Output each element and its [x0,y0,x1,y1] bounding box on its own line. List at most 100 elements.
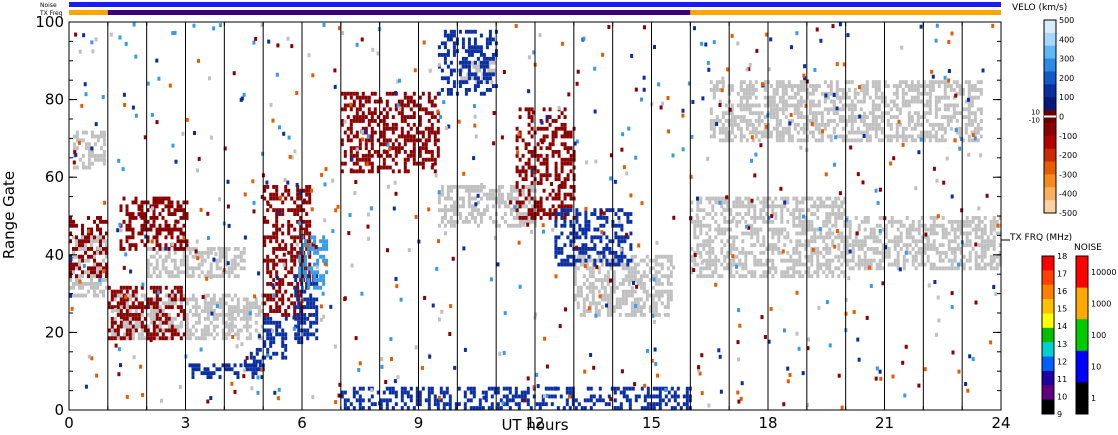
data-cell [843,223,847,228]
data-cell [820,134,824,139]
data-cell [840,212,844,216]
data-cell [358,157,362,162]
data-cell [721,138,725,143]
data-cell [203,309,207,313]
data-cell [754,119,758,123]
data-cell [718,130,722,135]
data-cell [600,293,604,298]
data-cell [798,250,802,255]
data-cell [284,355,288,360]
data-cell [729,274,733,279]
data-cell [164,235,168,240]
data-cell [566,134,570,139]
data-cell [452,204,456,209]
data-cell [723,200,727,205]
data-cell [102,258,105,263]
data-cell [837,254,841,259]
data-cell [955,103,959,108]
data-cell [470,208,474,213]
data-cell [736,91,740,96]
data-cell [745,126,749,131]
data-cell [599,250,603,255]
data-cell [799,84,803,88]
data-cell [515,216,519,220]
data-cell [93,266,96,271]
data-cell [93,274,96,279]
data-cell [269,340,273,345]
data-cell [170,212,174,216]
data-cell [745,119,749,123]
data-cell [709,107,713,112]
data-cell [554,243,558,248]
data-cell [762,235,766,240]
data-cell [173,316,177,321]
data-cell [620,254,624,259]
data-cell [152,270,156,275]
data-cell [530,119,534,123]
data-cell [340,142,344,147]
data-cell [173,301,177,306]
data-cell [744,254,748,259]
data-cell [609,258,613,263]
data-cell [306,297,310,302]
data-cell [107,285,111,290]
data-cell [548,146,552,151]
data-cell [122,332,126,337]
data-cell [128,305,132,310]
data-cell [913,126,917,131]
data-cell [485,76,489,81]
data-cell [542,157,546,162]
data-cell [379,406,383,410]
data-cell [263,235,267,240]
data-cell [857,223,861,228]
data-cell [925,103,929,108]
data-cell [714,227,718,232]
data-cell [373,111,377,116]
data-cell [642,274,646,279]
data-cell [397,134,401,139]
data-cell [299,208,303,213]
data-cell [712,95,716,100]
data-cell [908,227,912,232]
data-cell [105,247,108,251]
data-cell [901,80,905,85]
data-cell [497,196,501,201]
data-cell [99,266,102,271]
data-cell [146,239,150,244]
data-cell [801,262,805,267]
data-cell [928,103,932,108]
data-cell [530,107,534,112]
data-cell [125,285,129,290]
data-cell [926,254,930,259]
data-cell [481,72,485,77]
data-cell [278,324,282,329]
data-cell [406,157,410,162]
data-cell [539,161,543,166]
data-cell [170,305,174,310]
data-cell [597,309,601,313]
data-cell [191,313,195,317]
data-cell [412,91,416,96]
data-cell [621,289,625,294]
data-cell [853,88,857,92]
data-cell [179,270,183,275]
data-cell [400,146,404,151]
data-cell [203,305,207,310]
data-cell [242,250,246,255]
data-cell [260,324,264,329]
data-cell [164,219,168,224]
data-cell [467,49,471,54]
data-cell [379,134,383,139]
data-cell [90,161,94,166]
data-cell [367,119,371,123]
series-1-region-5 [69,216,108,279]
data-cell [747,204,751,209]
data-cell [711,204,715,209]
data-cell [569,192,573,197]
data-cell [741,274,745,279]
data-cell [871,111,875,116]
data-cell [224,332,228,337]
data-cell [609,313,613,317]
data-cell [96,285,99,290]
data-cell [530,188,534,193]
